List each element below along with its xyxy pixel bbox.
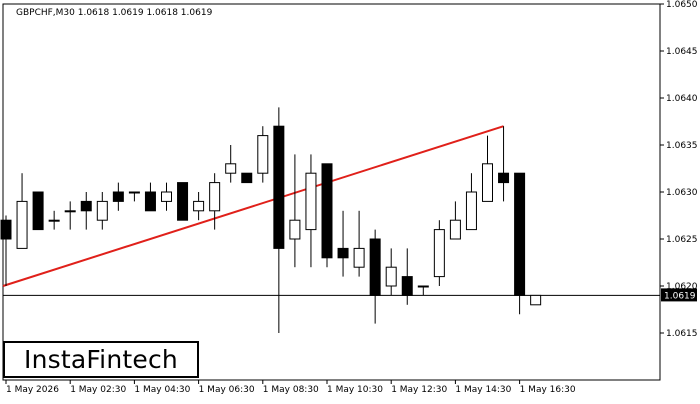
- axes: [2, 3, 664, 384]
- bear-candle: [514, 172, 526, 296]
- bear-candle: [337, 247, 349, 259]
- x-tick-label: 1 May 08:30: [263, 385, 319, 395]
- bull-candle: [257, 135, 269, 174]
- bear-candle: [112, 191, 124, 202]
- x-tick-label: 1 May 06:30: [199, 385, 255, 395]
- bull-candle: [64, 210, 76, 213]
- bull-candle: [96, 200, 108, 221]
- bear-candle: [144, 191, 156, 212]
- bear-candle: [241, 172, 253, 184]
- x-tick-label: 1 May 02:30: [70, 385, 126, 395]
- chart-title: GBPCHF,M30 1.0618 1.0619 1.0618 1.0619: [16, 8, 213, 18]
- bull-candle: [209, 182, 221, 212]
- x-tick-label: 1 May 04:30: [134, 385, 190, 395]
- x-tick-label: 1 May 16:30: [520, 385, 576, 395]
- bull-candle: [225, 163, 237, 174]
- bear-candle: [321, 163, 333, 259]
- y-tick-label: 1.0620: [666, 282, 698, 292]
- bear-candle: [32, 191, 44, 231]
- bull-candle: [385, 266, 397, 287]
- trend-line: [2, 125, 504, 287]
- current-price-label-box: [661, 288, 697, 302]
- bull-candle: [16, 200, 28, 249]
- bull-candle: [433, 229, 445, 278]
- bull-candle: [353, 247, 365, 268]
- bull-candle: [48, 219, 60, 222]
- y-tick-label: 1.0615: [666, 329, 698, 339]
- bull-candle: [482, 163, 493, 202]
- y-tick-label: 1.0635: [666, 141, 698, 151]
- current-price-label: 1.0619: [664, 291, 696, 301]
- logo-text: InstaFintech: [24, 345, 178, 374]
- bull-candle: [289, 219, 301, 240]
- y-tick-label: 1.0645: [666, 47, 698, 57]
- bear-candle: [498, 172, 510, 184]
- bear-candle: [177, 182, 189, 221]
- bull-candle: [128, 191, 140, 194]
- candles: [0, 107, 542, 333]
- x-tick-label: 1 May 2026: [6, 385, 59, 395]
- bull-candle: [449, 219, 461, 240]
- bull-candle: [465, 191, 477, 231]
- x-tick-label: 1 May 14:30: [455, 385, 511, 395]
- x-tick-label: 1 May 12:30: [391, 385, 447, 395]
- y-tick-label: 1.0630: [666, 188, 698, 198]
- bull-candle: [161, 191, 172, 202]
- x-tick-label: 1 May 10:30: [327, 385, 383, 395]
- bull-candle: [417, 285, 429, 288]
- bull-candle: [305, 172, 317, 231]
- instafintech-logo: InstaFintech: [3, 341, 199, 378]
- bear-candle: [0, 219, 12, 240]
- y-tick-label: 1.0625: [666, 235, 698, 245]
- labels: 1.0615 1.0620 1.0625 1.0630 1.0635 1.0640 1.06…: [6, 0, 698, 395]
- y-tick-label: 1.0640: [666, 94, 698, 104]
- y-tick-label: 1.0650: [666, 0, 698, 10]
- bull-candle: [530, 294, 542, 306]
- bear-candle: [369, 238, 381, 296]
- bear-candle: [273, 125, 285, 249]
- trend-line-layer: [2, 125, 504, 287]
- bear-candle: [80, 200, 92, 212]
- bull-candle: [193, 200, 205, 212]
- bear-candle: [401, 276, 413, 296]
